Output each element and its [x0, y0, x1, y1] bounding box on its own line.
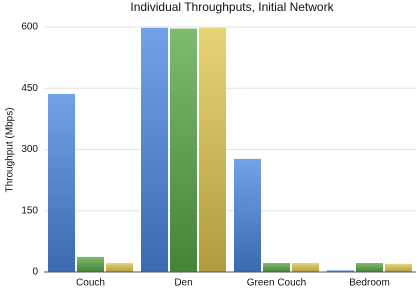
chart-title: Individual Throughputs, Initial Network: [130, 0, 334, 14]
bar-shade: [234, 158, 261, 272]
bar-shade: [106, 263, 133, 272]
x-tick-label: Green Couch: [247, 278, 306, 288]
x-tick-label: Couch: [76, 278, 105, 288]
bar-shade: [48, 93, 75, 272]
bar-shade: [327, 270, 354, 272]
y-tick-label: 600: [21, 22, 38, 33]
bar-shade: [77, 256, 104, 272]
y-axis-label: Throughput (Mbps): [5, 107, 16, 192]
y-tick-label: 450: [21, 83, 38, 94]
bar-shade: [356, 263, 383, 272]
bar-shade: [170, 28, 197, 273]
bar-shade: [141, 27, 168, 272]
bar-shade: [199, 27, 226, 272]
bar-shade: [385, 263, 412, 272]
bar-shade: [292, 263, 319, 272]
bar-shade: [263, 263, 290, 272]
y-tick-label: 300: [21, 144, 38, 155]
y-tick-label: 150: [21, 205, 38, 216]
x-tick-label: Den: [174, 278, 192, 288]
x-tick-label: Bedroom: [349, 278, 390, 288]
y-tick-label: 0: [32, 267, 38, 278]
